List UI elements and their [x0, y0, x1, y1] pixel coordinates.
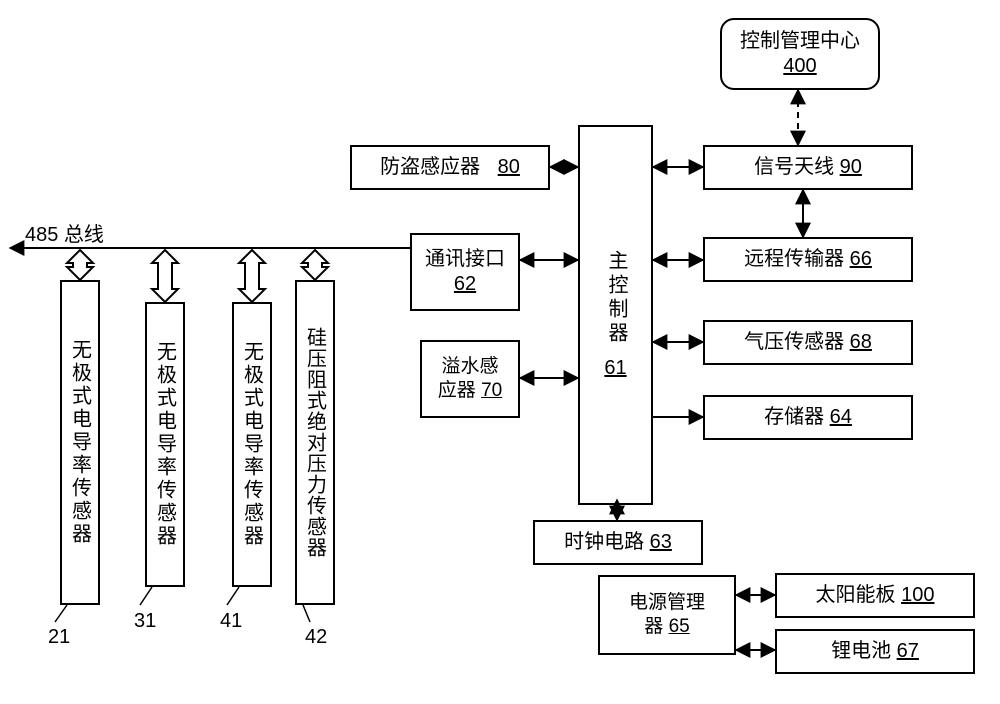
- remote-tx-box: 远程传输器 66: [703, 237, 913, 282]
- sensor-21: 无极式电导率传感器: [60, 280, 100, 605]
- bus-label: 485 总线: [25, 218, 104, 247]
- pressure-box: 气压传感器 68: [703, 320, 913, 365]
- overflow-sensor-box: 溢水感应器 70: [420, 340, 520, 418]
- sensor-id-21: 21: [48, 626, 70, 649]
- sensor-42: 硅压阻式绝对压力传感器: [295, 280, 335, 605]
- sensor-id-31: 31: [134, 610, 156, 633]
- sensor-41: 无极式电导率传感器: [232, 302, 272, 587]
- anti-theft-box: 防盗感应器 80: [350, 145, 550, 190]
- clock-box: 时钟电路 63: [533, 520, 703, 565]
- antenna-box: 信号天线 90: [703, 145, 913, 190]
- solar-box: 太阳能板 100: [775, 573, 975, 618]
- sensor-id-42: 42: [305, 626, 327, 649]
- battery-box: 锂电池 67: [775, 629, 975, 674]
- control-center-box: 控制管理中心 400: [720, 18, 880, 90]
- storage-box: 存储器 64: [703, 395, 913, 440]
- sensor-id-41: 41: [220, 610, 242, 633]
- sensor-31: 无极式电导率传感器: [145, 302, 185, 587]
- pwr-mgr-box: 电源管理器 65: [598, 575, 736, 655]
- diagram-canvas: 485 总线 无极式电导率传感器 无极式电导率传感器 无极式电导率传感器 硅压阻…: [0, 0, 1000, 704]
- comm-interface-box: 通讯接口 62: [410, 233, 520, 311]
- main-controller-box: 主控制器 61: [578, 125, 653, 505]
